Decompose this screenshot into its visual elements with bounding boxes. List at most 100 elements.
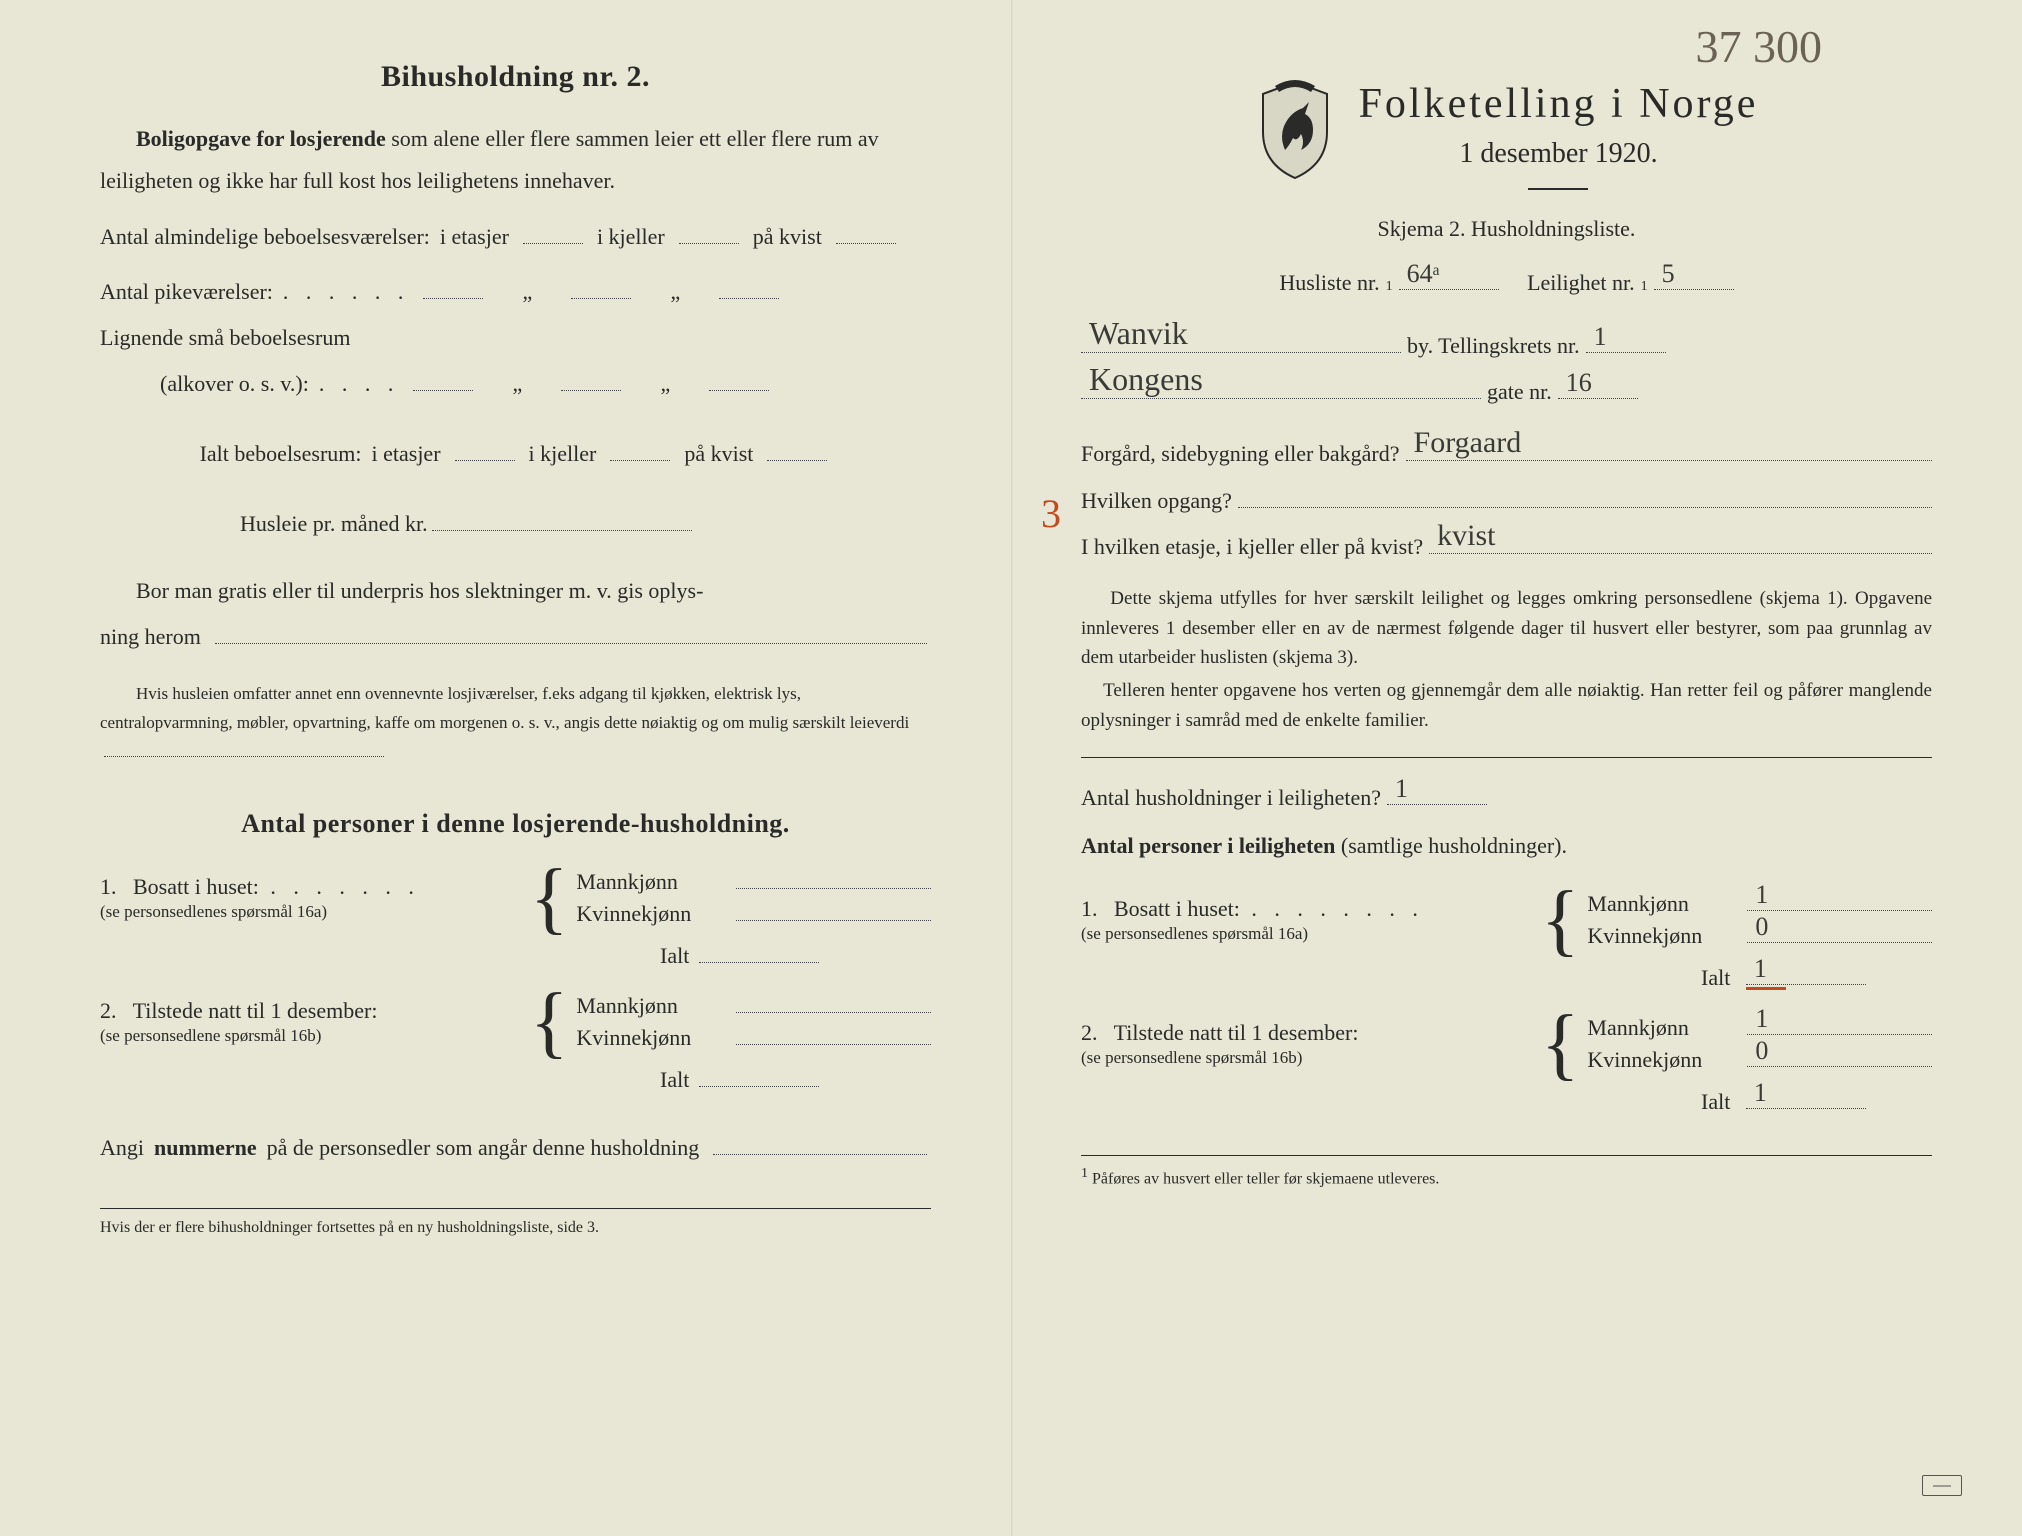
field-r-q1-kvinne[interactable]: 0 xyxy=(1747,942,1932,943)
q1-sub: (se personsedlenes spørsmål 16a) xyxy=(100,902,530,922)
r-q2-label: Tilstede natt til 1 desember: xyxy=(1114,1020,1359,1045)
field-pike-2[interactable] xyxy=(571,277,631,299)
note-paragraph: Hvis husleien omfatter annet enn ovennev… xyxy=(100,680,931,767)
rooms-label: Antal almindelige beboelsesværelser: xyxy=(100,216,430,258)
lign-row2: (alkover o. s. v.): . . . . „ „ xyxy=(100,363,931,405)
r-lbl-ialt-1: Ialt xyxy=(1701,965,1730,990)
field-l-q2-ialt[interactable] xyxy=(699,1086,819,1087)
antal-hush-label: Antal husholdninger i leiligheten? xyxy=(1081,785,1381,811)
pike-row: Antal pikeværelser: . . . . . . „ „ xyxy=(100,271,931,313)
r-q2-kvinne-val: 0 xyxy=(1755,1036,1768,1066)
field-r-q2-ialt[interactable]: 1 xyxy=(1746,1108,1866,1109)
field-husliste[interactable]: 64ᵃ xyxy=(1399,264,1499,290)
sup-2: 1 xyxy=(1641,279,1648,295)
rooms-row: Antal almindelige beboelsesværelser: i e… xyxy=(100,216,931,258)
q1-num: 1. xyxy=(100,874,117,899)
field-leilighet[interactable]: 5 xyxy=(1654,264,1734,290)
left-q1: 1. Bosatt i huset: . . . . . . . (se per… xyxy=(100,863,931,933)
field-l-q2-mann[interactable] xyxy=(736,1012,931,1013)
antal-hush-row: Antal husholdninger i leiligheten? 1 xyxy=(1081,778,1932,810)
field-gate[interactable]: Kongens xyxy=(1081,373,1481,399)
lbl-mann-2: Mannkjønn xyxy=(576,993,736,1019)
field-l-q1-ialt[interactable] xyxy=(699,962,819,963)
field-r-q1-ialt[interactable]: 1 xyxy=(1746,984,1866,985)
field-r-q2-kvinne[interactable]: 0 xyxy=(1747,1066,1932,1067)
r-q1-label: Bosatt i huset: xyxy=(1114,896,1240,921)
lign-label2: (alkover o. s. v.): xyxy=(160,363,309,405)
field-pike-3[interactable] xyxy=(719,277,779,299)
footnote-marker: 1 xyxy=(1081,1166,1088,1181)
field-l-q1-kvinne[interactable] xyxy=(736,920,931,921)
field-pike-1[interactable] xyxy=(423,277,483,299)
field-r-q1-mann[interactable]: 1 xyxy=(1747,910,1932,911)
by-value: Wanvik xyxy=(1089,315,1188,352)
q1-label: Bosatt i huset: xyxy=(133,874,259,899)
intro-bold: Boligopgave for losjerende xyxy=(136,126,386,151)
leilighet-label: Leilighet nr. xyxy=(1527,270,1635,296)
gratis-row1: Bor man gratis eller til underpris hos s… xyxy=(100,570,931,612)
left-heading: Bihusholdning nr. 2. xyxy=(100,60,931,94)
sup-1: 1 xyxy=(1386,279,1393,295)
pencil-annotation: 37 300 xyxy=(1696,20,1823,73)
q2-sub: (se personsedlene spørsmål 16b) xyxy=(100,1026,530,1046)
field-opgang[interactable] xyxy=(1238,481,1932,507)
right-q2-ialt: Ialt 1 xyxy=(1701,1089,1932,1115)
field-lign-2[interactable] xyxy=(561,369,621,391)
forgard-row: Forgård, sidebygning eller bakgård? Forg… xyxy=(1081,435,1932,467)
husliste-label: Husliste nr. xyxy=(1279,270,1379,296)
etasje-value: kvist xyxy=(1437,519,1495,553)
r-q2-ialt-val: 1 xyxy=(1754,1078,1767,1108)
field-etasjer[interactable] xyxy=(523,222,583,244)
note-text: Hvis husleien omfatter annet enn ovennev… xyxy=(100,684,909,732)
right-page: 37 300 Folketelling i Norge 1 desember 1… xyxy=(1011,0,2022,1536)
field-lign-3[interactable] xyxy=(709,369,769,391)
brace-icon: { xyxy=(530,994,568,1050)
footnote-text: Påføres av husvert eller teller før skje… xyxy=(1092,1170,1439,1187)
lbl-kvist: på kvist xyxy=(753,216,822,258)
gate-row: Kongens gate nr. 16 xyxy=(1081,373,1932,405)
r-lbl-mann-1: Mannkjønn xyxy=(1587,891,1747,917)
angi-bold: nummerne xyxy=(154,1127,257,1169)
gate-value: Kongens xyxy=(1089,361,1203,398)
etasje-label: I hvilken etasje, i kjeller eller på kvi… xyxy=(1081,534,1423,560)
by-row: Wanvik by. Tellingskrets nr. 1 xyxy=(1081,326,1932,358)
field-gratis[interactable] xyxy=(215,622,927,644)
field-lign-1[interactable] xyxy=(413,369,473,391)
title-block: Folketelling i Norge 1 desember 1920. xyxy=(1081,80,1932,208)
left-q2: 2. Tilstede natt til 1 desember: (se per… xyxy=(100,987,931,1057)
forgard-label: Forgård, sidebygning eller bakgård? xyxy=(1081,441,1400,467)
field-angi[interactable] xyxy=(713,1133,927,1155)
field-ialt-3[interactable] xyxy=(767,439,827,461)
field-forgard[interactable]: Forgaard xyxy=(1406,435,1932,461)
q2-num: 2. xyxy=(100,998,117,1023)
field-krets[interactable]: 1 xyxy=(1586,326,1666,352)
left-q2-ialt: Ialt xyxy=(660,1067,931,1093)
field-ialt-1[interactable] xyxy=(455,439,515,461)
field-by[interactable]: Wanvik xyxy=(1081,326,1401,352)
ialt-rooms-row: Ialt beboelsesrum: i etasjer i kjeller p… xyxy=(100,433,931,475)
lbl-ialt-1: Ialt xyxy=(660,943,689,968)
ialt-rooms-label: Ialt beboelsesrum: xyxy=(200,433,362,475)
field-ialt-2[interactable] xyxy=(610,439,670,461)
r-q1-kvinne-val: 0 xyxy=(1755,912,1768,942)
husleie-row: Husleie pr. måned kr. xyxy=(240,503,931,545)
field-antal-hush[interactable]: 1 xyxy=(1387,778,1487,804)
skjema-line: Skjema 2. Husholdningsliste. xyxy=(1081,208,1932,250)
field-r-q2-mann[interactable]: 1 xyxy=(1747,1034,1932,1035)
field-kjeller[interactable] xyxy=(679,222,739,244)
gate-label: gate nr. xyxy=(1487,379,1552,405)
field-gatenr[interactable]: 16 xyxy=(1558,373,1638,399)
printer-stamp: ⎯⎯⎯ xyxy=(1922,1475,1962,1496)
gatenr-value: 16 xyxy=(1566,368,1592,398)
field-note[interactable] xyxy=(104,740,384,757)
lbl-kvinne-2: Kvinnekjønn xyxy=(576,1025,736,1051)
field-etasje[interactable]: kvist xyxy=(1429,528,1932,554)
right-q2: 2. Tilstede natt til 1 desember: (se per… xyxy=(1081,1009,1932,1079)
r-lbl-ialt-2: Ialt xyxy=(1701,1089,1730,1114)
etasje-row: I hvilken etasje, i kjeller eller på kvi… xyxy=(1081,528,1932,560)
field-l-q2-kvinne[interactable] xyxy=(736,1044,931,1045)
field-l-q1-mann[interactable] xyxy=(736,888,931,889)
brace-icon: { xyxy=(1541,1016,1579,1072)
field-kvist[interactable] xyxy=(836,222,896,244)
field-husleie[interactable] xyxy=(432,509,692,531)
